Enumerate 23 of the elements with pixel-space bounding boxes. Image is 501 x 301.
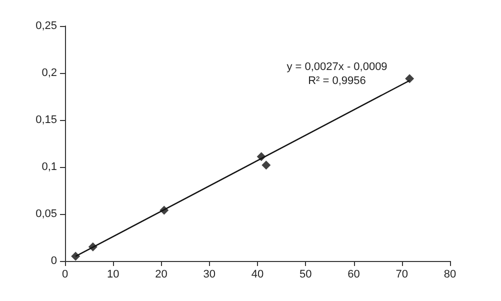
point — [405, 74, 414, 84]
y-tick-label: 0,05 — [36, 208, 57, 220]
x-tick-label: 20 — [155, 268, 168, 280]
point — [256, 152, 266, 162]
y-tick-label: 0,15 — [36, 114, 57, 126]
y-tick-label: 0,25 — [36, 20, 57, 32]
x-tick-label: 40 — [251, 268, 264, 280]
point — [71, 252, 80, 261]
x-tick-label: 70 — [396, 268, 408, 280]
y-tick-label: 0,2 — [42, 67, 57, 79]
point — [88, 242, 98, 252]
point — [160, 206, 169, 215]
x-tick-label: 80 — [444, 268, 456, 280]
annotation: R² = 0,9956 — [308, 75, 366, 87]
annotation: y = 0,0027x - 0,0009 — [286, 61, 388, 73]
x-tick-label: 10 — [107, 268, 120, 280]
point — [262, 160, 271, 170]
y-tick-label: 0,1 — [42, 161, 57, 173]
x-tick-label: 30 — [203, 268, 216, 280]
x-tick-label: 0 — [62, 268, 68, 280]
y-tick-label: 0 — [50, 255, 57, 267]
x-tick-label: 50 — [300, 268, 312, 280]
x-tick-label: 60 — [348, 268, 360, 280]
